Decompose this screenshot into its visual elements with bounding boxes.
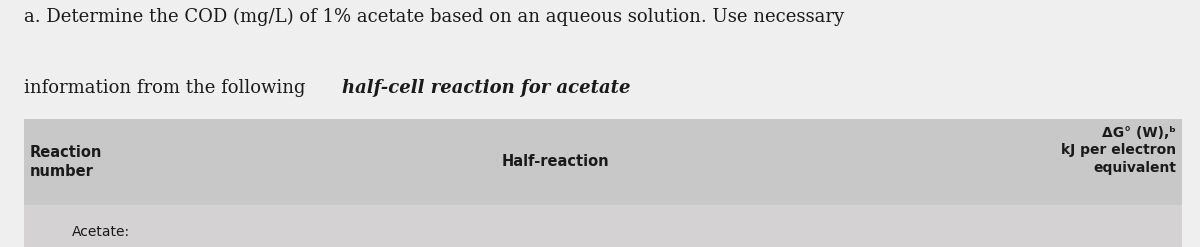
Bar: [24, 205, 1182, 247]
Text: Acetate:: Acetate:: [72, 225, 130, 239]
Text: Reaction
number: Reaction number: [30, 145, 102, 179]
Text: Half-reaction: Half-reaction: [502, 154, 608, 169]
Text: information from the following: information from the following: [24, 79, 311, 97]
Text: half-cell reaction for acetate: half-cell reaction for acetate: [342, 79, 630, 97]
Text: a. Determine the COD (mg/L) of 1% acetate based on an aqueous solution. Use nece: a. Determine the COD (mg/L) of 1% acetat…: [24, 7, 844, 26]
Text: ΔG° (W),ᵇ
kJ per electron
equivalent: ΔG° (W),ᵇ kJ per electron equivalent: [1061, 126, 1176, 175]
Bar: [24, 119, 1182, 205]
